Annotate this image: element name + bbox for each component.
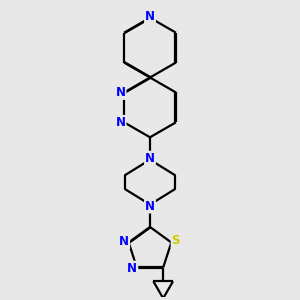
Text: N: N <box>145 152 155 165</box>
Text: N: N <box>116 86 125 99</box>
Text: N: N <box>145 10 155 23</box>
Text: N: N <box>127 262 137 275</box>
Text: N: N <box>116 116 125 129</box>
Text: N: N <box>119 236 129 248</box>
Text: S: S <box>172 235 180 248</box>
Text: N: N <box>145 200 155 212</box>
